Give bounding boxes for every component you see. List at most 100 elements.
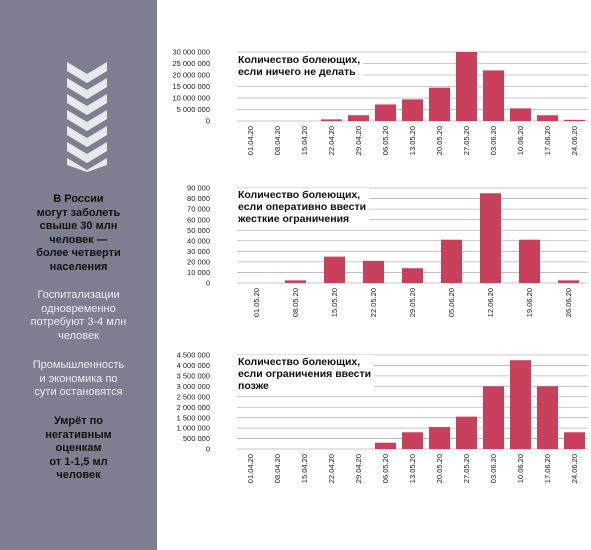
bar — [558, 280, 579, 283]
y-tick-label: 15 000 000 — [172, 82, 210, 91]
bar — [456, 52, 477, 121]
x-tick-label: 15.05.20 — [330, 288, 339, 317]
x-tick-label: 15.04.20 — [300, 454, 309, 483]
x-tick-label: 24.06.20 — [570, 454, 579, 483]
y-tick-label: 500 000 — [183, 434, 210, 443]
y-tick-label: 10 000 000 — [172, 94, 210, 103]
chart-strict-measures: 0 10 000 20 000 30 000 40 000 50 000 60 000 70 … — [158, 180, 591, 326]
y-tick-label: 2 000 000 — [177, 403, 210, 412]
x-tick-label: 20.05.20 — [435, 126, 444, 155]
bar — [537, 386, 558, 449]
x-tick-label: 12.06.20 — [486, 288, 495, 317]
chart-late-measures: 0 500 000 1 000 000 1 500 000 2 000 000 2 500… — [158, 345, 591, 495]
bar — [375, 442, 396, 449]
chart-title-line: Количество болеющих, — [238, 356, 360, 368]
chart-title-line: если ограничения ввести — [238, 368, 371, 380]
x-tick-label: 27.05.20 — [462, 454, 471, 483]
x-tick-label: 22.05.20 — [369, 288, 378, 317]
y-tick-label: 70 000 — [187, 205, 210, 214]
y-tick-label: 1 000 000 — [177, 424, 210, 433]
y-tick-label: 25 000 000 — [172, 59, 210, 68]
x-tick-label: 13.05.20 — [408, 454, 417, 483]
bar — [510, 360, 531, 449]
chart-title-background — [236, 188, 370, 226]
chart-title-background — [236, 355, 375, 393]
sidebar-deaths-text: Умрёт по негативным оценкам от 1-1,5 мл … — [45, 415, 112, 482]
x-tick-label: 08.05.20 — [291, 288, 300, 317]
x-tick-label: 08.04.20 — [273, 126, 282, 155]
chart-title-line: если ничего не делать — [238, 66, 356, 78]
chart-title-line: Количество болеющих, — [238, 189, 360, 201]
bar — [456, 416, 477, 449]
chart-title-line: если оперативно ввести — [238, 201, 366, 213]
chart-no-measures: 0 5 000 000 10 000 000 15 000 000 20 000 000… — [158, 42, 591, 170]
bar — [564, 432, 585, 449]
x-tick-label: 15.04.20 — [300, 126, 309, 155]
x-tick-label: 05.06.20 — [447, 288, 456, 317]
bar — [537, 115, 558, 121]
sidebar-headline: В России могут заболеть свыше 30 млн чел… — [36, 193, 121, 273]
x-tick-label: 01.04.20 — [246, 126, 255, 155]
y-tick-label: 90 000 — [187, 184, 210, 193]
y-tick-label: 40 000 — [187, 236, 210, 245]
x-tick-label: 13.05.20 — [408, 126, 417, 155]
y-tick-label: 30 000 — [187, 247, 210, 256]
x-tick-label: 26.06.20 — [564, 288, 573, 317]
bar — [363, 260, 384, 283]
bar — [285, 280, 306, 283]
x-tick-label: 29.04.20 — [354, 126, 363, 155]
bar — [483, 70, 504, 121]
x-tick-label: 24.06.20 — [570, 126, 579, 155]
bar — [429, 427, 450, 449]
y-tick-label: 0 — [206, 445, 210, 454]
bar — [402, 432, 423, 449]
bar — [402, 99, 423, 121]
x-tick-label: 01.05.20 — [252, 288, 261, 317]
bar — [480, 193, 501, 283]
sidebar-panel: В России могут заболеть свыше 30 млн чел… — [0, 0, 157, 550]
x-tick-label: 10.06.20 — [516, 454, 525, 483]
chart-title-line: позже — [238, 380, 269, 392]
y-tick-label: 80 000 — [187, 194, 210, 203]
sidebar-hospitalization-text: Госпитализации одновременно потребуют 3-… — [30, 289, 127, 342]
x-tick-label: 03.06.20 — [489, 454, 498, 483]
x-tick-label: 29.04.20 — [354, 454, 363, 483]
x-tick-label: 10.06.20 — [516, 126, 525, 155]
y-tick-label: 20 000 — [187, 257, 210, 266]
y-tick-label: 5 000 000 — [177, 105, 210, 114]
y-tick-label: 0 — [206, 117, 210, 126]
y-tick-label: 4 500 000 — [177, 351, 210, 360]
y-tick-label: 3 000 000 — [177, 382, 210, 391]
y-tick-label: 1 500 000 — [177, 413, 210, 422]
y-tick-label: 60 000 — [187, 215, 210, 224]
x-tick-label: 06.05.20 — [381, 454, 390, 483]
y-tick-label: 3 500 000 — [177, 371, 210, 380]
x-tick-label: 17.06.20 — [543, 454, 552, 483]
bar — [441, 239, 462, 283]
bar — [510, 108, 531, 121]
sidebar-economy-text: Промышленность и экономика по сути остан… — [32, 359, 125, 399]
bar — [429, 87, 450, 121]
x-tick-label: 22.04.20 — [327, 126, 336, 155]
chart-title-background — [236, 53, 364, 79]
y-tick-label: 20 000 000 — [172, 71, 210, 80]
bar — [348, 115, 369, 121]
bar — [564, 119, 585, 121]
y-tick-label: 2 500 000 — [177, 392, 210, 401]
x-tick-label: 03.06.20 — [489, 126, 498, 155]
bar — [402, 268, 423, 283]
x-tick-label: 29.05.20 — [408, 288, 417, 317]
bar — [321, 119, 342, 121]
y-tick-label: 10 000 — [187, 268, 210, 277]
chart-title-line: Количество болеющих, — [238, 54, 360, 66]
bar — [519, 239, 540, 283]
x-tick-label: 27.05.20 — [462, 126, 471, 155]
x-tick-label: 01.04.20 — [246, 454, 255, 483]
bar — [483, 386, 504, 449]
chart-title-line: жесткие ограничения — [237, 213, 349, 225]
bar — [324, 256, 345, 283]
bar — [375, 104, 396, 121]
x-tick-label: 20.05.20 — [435, 454, 444, 483]
chevron-stack-icon — [67, 62, 107, 172]
x-tick-label: 08.04.20 — [273, 454, 282, 483]
